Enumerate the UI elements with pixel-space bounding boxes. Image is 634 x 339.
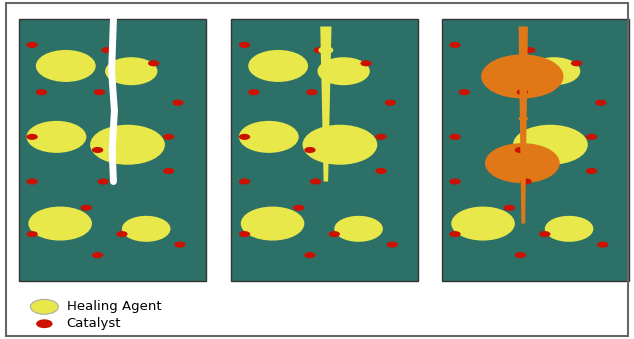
Circle shape (30, 299, 58, 314)
Circle shape (122, 216, 171, 242)
Circle shape (517, 89, 528, 95)
Circle shape (539, 231, 550, 237)
Circle shape (545, 216, 593, 242)
Circle shape (328, 231, 340, 237)
Bar (19, 19, 206, 281)
Circle shape (36, 50, 96, 82)
Circle shape (528, 57, 580, 85)
Circle shape (29, 206, 92, 241)
Circle shape (375, 134, 387, 140)
Circle shape (334, 216, 383, 242)
Circle shape (248, 89, 259, 95)
Circle shape (239, 178, 250, 184)
Circle shape (304, 252, 316, 258)
Circle shape (239, 231, 250, 237)
Circle shape (515, 252, 526, 258)
Circle shape (458, 89, 470, 95)
Circle shape (81, 205, 92, 211)
Circle shape (27, 42, 38, 48)
Circle shape (524, 47, 536, 53)
Circle shape (318, 57, 370, 85)
Circle shape (450, 42, 461, 48)
Circle shape (375, 168, 387, 174)
Circle shape (163, 168, 174, 174)
Circle shape (450, 134, 461, 140)
Circle shape (249, 50, 308, 82)
Circle shape (513, 125, 588, 165)
Circle shape (387, 241, 398, 247)
Circle shape (36, 319, 53, 328)
Circle shape (241, 206, 304, 241)
Circle shape (105, 57, 157, 85)
Circle shape (302, 125, 377, 165)
Circle shape (92, 252, 103, 258)
Circle shape (571, 60, 582, 66)
Polygon shape (320, 26, 332, 181)
Circle shape (595, 100, 607, 106)
Circle shape (304, 147, 316, 153)
Polygon shape (519, 26, 528, 224)
Circle shape (385, 100, 396, 106)
Circle shape (521, 178, 532, 184)
Circle shape (481, 55, 564, 98)
Circle shape (360, 60, 372, 66)
Circle shape (519, 116, 528, 121)
Circle shape (98, 178, 109, 184)
Circle shape (27, 178, 38, 184)
Circle shape (27, 121, 86, 153)
Circle shape (450, 178, 461, 184)
Circle shape (163, 134, 174, 140)
Bar (231, 19, 418, 281)
Circle shape (36, 89, 47, 95)
Text: Healing Agent: Healing Agent (67, 300, 161, 313)
Circle shape (239, 121, 299, 153)
Circle shape (293, 205, 304, 211)
Circle shape (94, 89, 105, 95)
Circle shape (586, 168, 597, 174)
Circle shape (503, 205, 515, 211)
Circle shape (597, 241, 609, 247)
Circle shape (27, 231, 38, 237)
Circle shape (116, 231, 127, 237)
Circle shape (306, 89, 318, 95)
Text: Catalyst: Catalyst (67, 317, 121, 330)
Circle shape (586, 134, 597, 140)
Circle shape (27, 134, 38, 140)
Circle shape (451, 206, 515, 241)
Circle shape (450, 231, 461, 237)
Circle shape (318, 46, 333, 54)
Circle shape (515, 147, 526, 153)
Circle shape (90, 125, 165, 165)
Bar (442, 19, 629, 281)
Circle shape (172, 100, 184, 106)
Circle shape (310, 178, 321, 184)
Circle shape (314, 47, 325, 53)
Circle shape (239, 42, 250, 48)
Circle shape (485, 143, 560, 183)
Circle shape (239, 134, 250, 140)
Circle shape (92, 147, 103, 153)
Circle shape (101, 47, 113, 53)
Circle shape (148, 60, 159, 66)
Circle shape (174, 241, 186, 247)
